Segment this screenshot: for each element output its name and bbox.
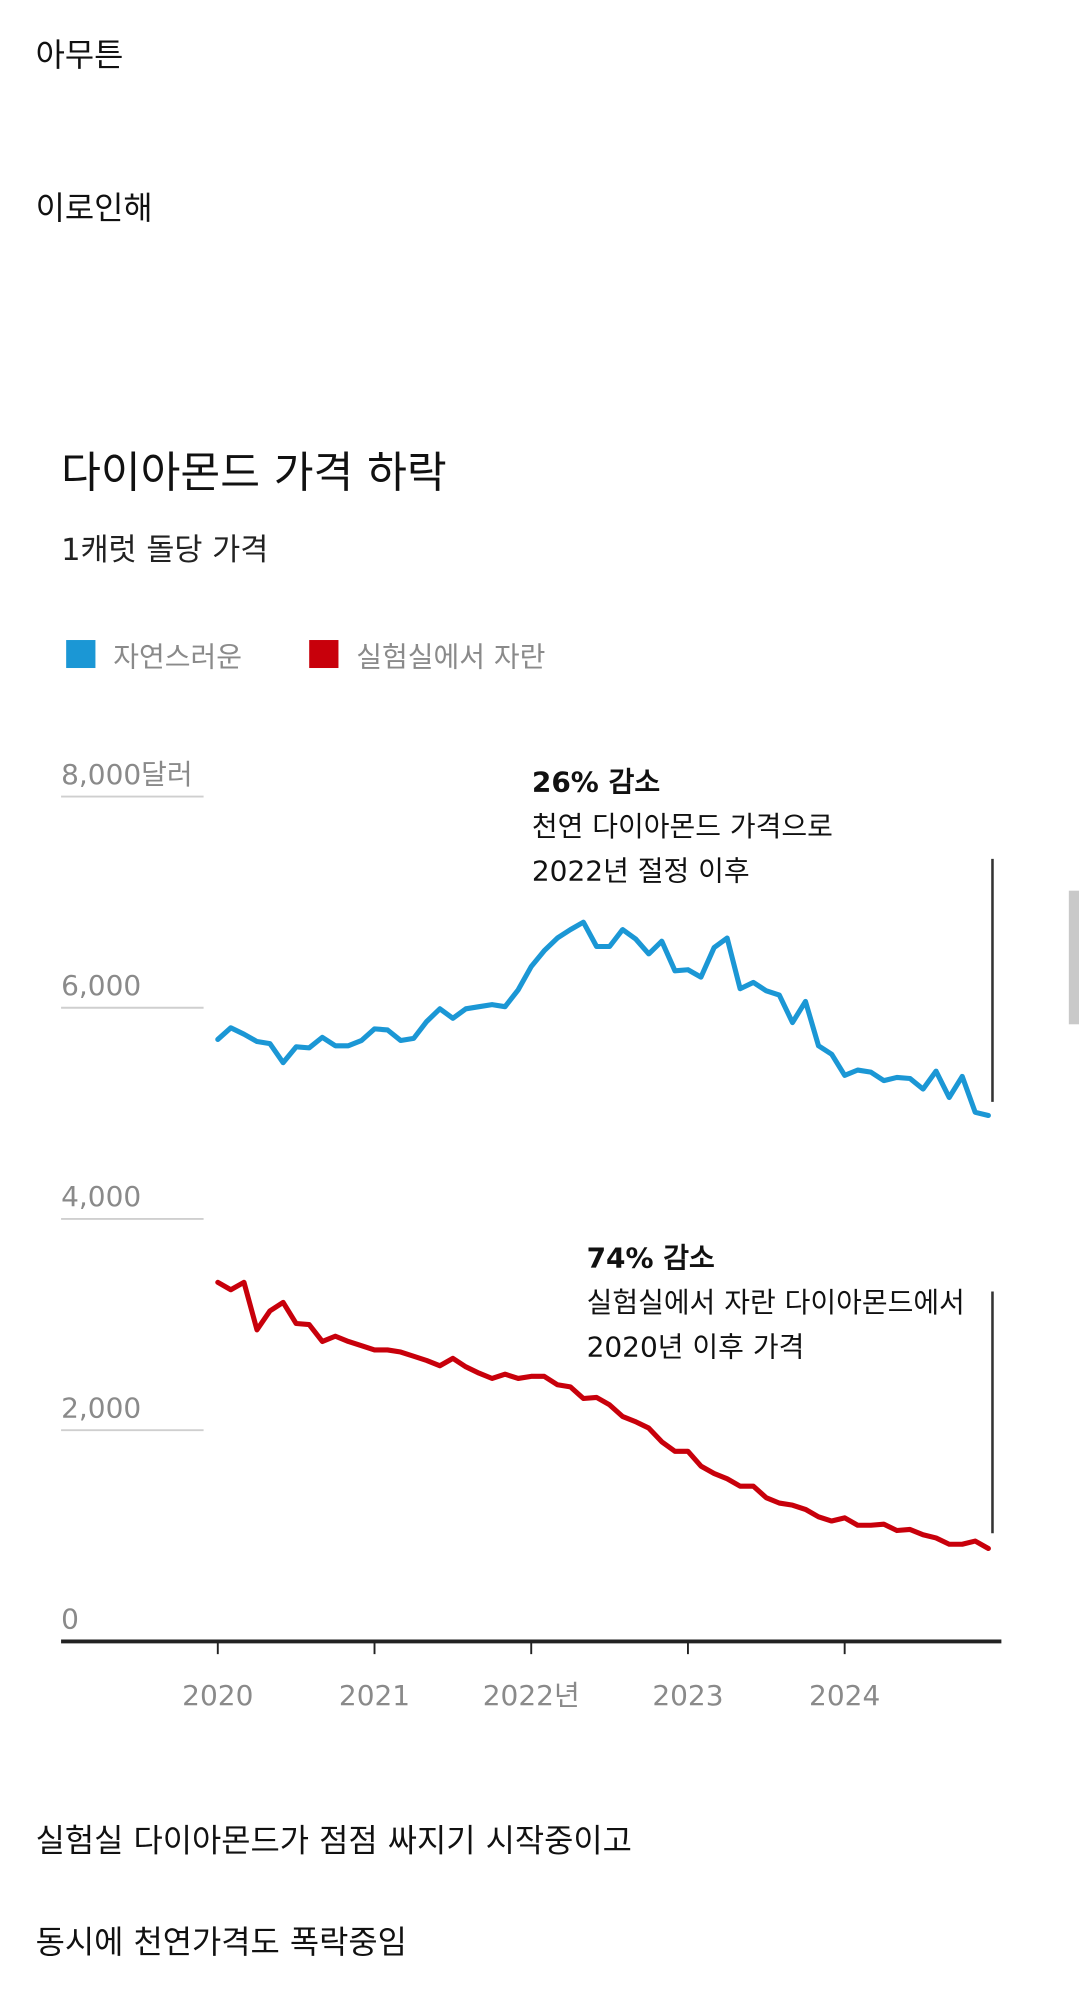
series-line bbox=[215, 1279, 991, 1552]
y-tick-label: 8,000달러 bbox=[61, 758, 193, 791]
x-tick-label: 2024 bbox=[809, 1679, 880, 1712]
y-tick-label: 2,000 bbox=[61, 1391, 141, 1424]
legend-swatch bbox=[309, 640, 339, 669]
x-tick-label: 2023 bbox=[652, 1679, 723, 1712]
annotation-text: 실험실에서 자란 다이아몬드에서 bbox=[587, 1286, 965, 1319]
chart-subtitle: 1캐럿 돌당 가격 bbox=[61, 533, 268, 568]
legend-label: 실험실에서 자란 bbox=[356, 641, 545, 674]
annotation-text: 천연 다이아몬드 가격으로 bbox=[532, 810, 833, 843]
outro-text: 실험실 다이아몬드가 점점 싸지기 시작중이고 bbox=[36, 1821, 632, 1859]
annotation-text: 26% 감소 bbox=[532, 765, 660, 798]
legend-label: 자연스러운 bbox=[113, 641, 242, 674]
chart-title: 다이아몬드 가격 하락 bbox=[61, 448, 447, 498]
y-tick-label: 4,000 bbox=[61, 1180, 141, 1213]
x-tick-label: 2021 bbox=[339, 1679, 410, 1712]
series-line bbox=[215, 919, 991, 1119]
annotation-text: 2020년 이후 가격 bbox=[587, 1330, 805, 1363]
x-tick-label: 2022년 bbox=[483, 1679, 580, 1712]
annotation-text: 74% 감소 bbox=[587, 1241, 715, 1274]
x-tick-label: 2020 bbox=[182, 1679, 253, 1712]
annotation-text: 2022년 절정 이후 bbox=[532, 855, 750, 888]
outro-text: 동시에 천연가격도 폭락중임 bbox=[36, 1923, 407, 1961]
y-tick-label: 6,000 bbox=[61, 969, 141, 1002]
legend-swatch bbox=[66, 640, 96, 669]
intro-text: 이로인해 bbox=[36, 189, 153, 227]
scrollbar bbox=[1068, 890, 1079, 1025]
y-tick-label: 0 bbox=[61, 1603, 79, 1636]
intro-text: 아무튼 bbox=[36, 36, 124, 74]
